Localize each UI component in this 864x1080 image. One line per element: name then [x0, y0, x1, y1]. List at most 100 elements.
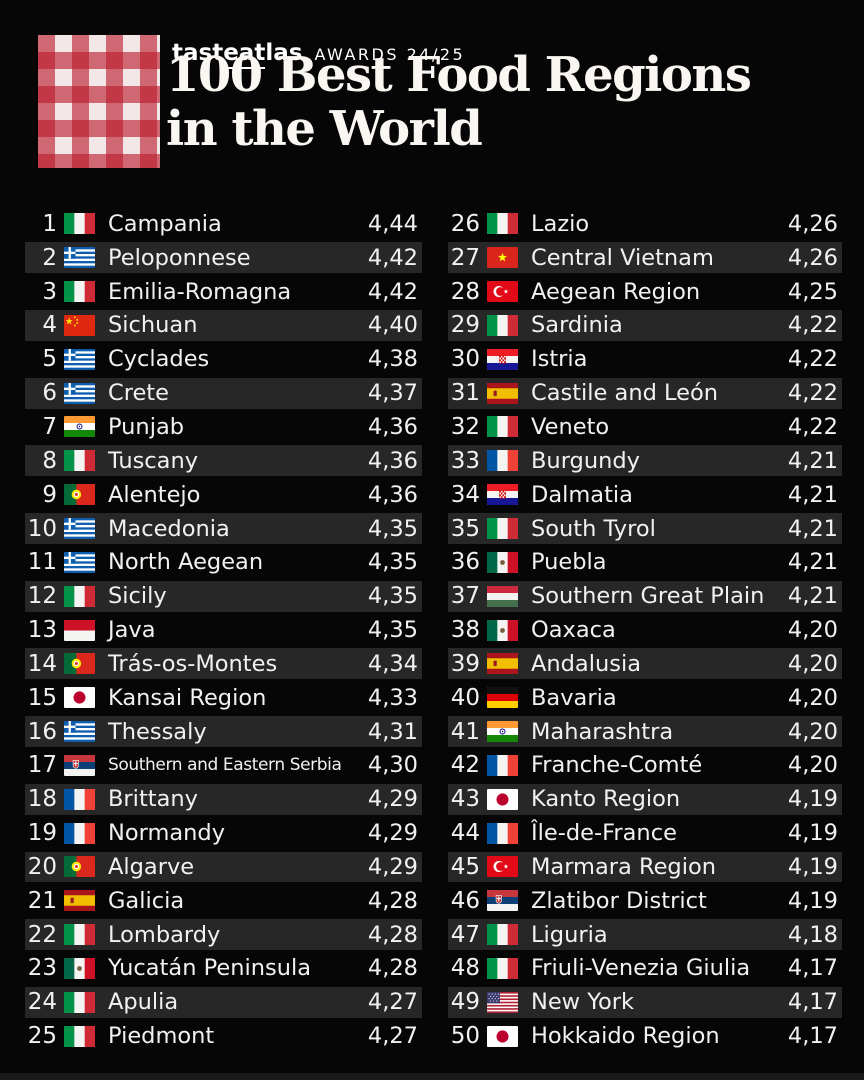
rank-number: 42 [450, 752, 480, 779]
flag-greece-icon [64, 518, 95, 540]
region-name: Kanto Region [531, 786, 681, 813]
flag-vietnam-icon [487, 247, 518, 269]
score-value: 4,22 [787, 312, 838, 339]
region-name: New York [531, 989, 635, 1016]
list-item: 9 Alentejo 4,36 [25, 478, 422, 512]
flag-greece-icon [64, 551, 95, 573]
rank-number: 11 [27, 549, 57, 576]
rank-number: 43 [450, 786, 480, 813]
list-item: 40 Bavaria 4,20 [448, 681, 842, 715]
rank-number: 45 [450, 853, 480, 880]
score-value: 4,20 [787, 718, 838, 745]
region-name: Punjab [108, 413, 185, 440]
rank-number: 15 [27, 684, 57, 711]
tasteatlas-gingham-logo [38, 35, 160, 168]
rank-number: 19 [27, 820, 57, 847]
list-item: 22 Lombardy 4,28 [25, 918, 422, 952]
score-value: 4,35 [367, 549, 418, 576]
list-item: 49 New York 4,17 [448, 985, 842, 1019]
score-value: 4,29 [367, 853, 418, 880]
rank-number: 26 [450, 210, 480, 237]
list-item: 47 Liguria 4,18 [448, 918, 842, 952]
score-value: 4,33 [367, 684, 418, 711]
region-name: North Aegean [108, 549, 264, 576]
list-item: 43 Kanto Region 4,19 [448, 782, 842, 816]
list-item: 28 Aegean Region 4,25 [448, 275, 842, 309]
flag-japan-icon [487, 1025, 518, 1047]
region-name: Lazio [531, 210, 590, 237]
score-value: 4,22 [787, 380, 838, 407]
score-value: 4,17 [787, 989, 838, 1016]
region-name: Brittany [108, 786, 198, 813]
score-value: 4,27 [367, 1023, 418, 1050]
score-value: 4,26 [787, 244, 838, 271]
list-item: 27 Central Vietnam 4,26 [448, 241, 842, 275]
score-value: 4,35 [367, 583, 418, 610]
list-item: 32 Veneto 4,22 [448, 410, 842, 444]
ranking-list: 1 Campania 4,44 2 Peloponnese 4,42 3 Emilia-Rom… [0, 207, 864, 1053]
flag-italy-icon [64, 213, 95, 235]
rank-number: 35 [450, 515, 480, 542]
region-name: Southern and Eastern Serbia [108, 755, 342, 776]
rank-number: 39 [450, 650, 480, 677]
region-name: Castile and León [531, 380, 719, 407]
region-name: Puebla [531, 549, 607, 576]
score-value: 4,21 [787, 583, 838, 610]
flag-germany-icon [487, 687, 518, 709]
flag-france-icon [487, 754, 518, 776]
score-value: 4,20 [787, 752, 838, 779]
region-name: Liguria [531, 921, 608, 948]
flag-italy-icon [64, 991, 95, 1013]
list-item: 38 Oaxaca 4,20 [448, 613, 842, 647]
rank-number: 50 [450, 1023, 480, 1050]
flag-italy-icon [64, 585, 95, 607]
score-value: 4,30 [367, 752, 418, 779]
rank-number: 13 [27, 617, 57, 644]
score-value: 4,40 [367, 312, 418, 339]
region-name: Burgundy [531, 447, 640, 474]
flag-italy-icon [487, 213, 518, 235]
list-item: 31 Castile and León 4,22 [448, 376, 842, 410]
list-item: 34 Dalmatia 4,21 [448, 478, 842, 512]
score-value: 4,36 [367, 447, 418, 474]
score-value: 4,28 [367, 887, 418, 914]
region-name: Cyclades [108, 346, 210, 373]
list-item: 29 Sardinia 4,22 [448, 309, 842, 343]
region-name: Oaxaca [531, 617, 616, 644]
region-name: Hokkaido Region [531, 1023, 720, 1050]
list-item: 45 Marmara Region 4,19 [448, 850, 842, 884]
region-name: Kansai Region [108, 684, 267, 711]
region-name: Alentejo [108, 481, 201, 508]
list-item: 30 Istria 4,22 [448, 342, 842, 376]
region-name: Bavaria [531, 684, 617, 711]
bottom-strip [0, 1073, 864, 1080]
region-name: Central Vietnam [531, 244, 714, 271]
rank-number: 31 [450, 380, 480, 407]
rank-number: 34 [450, 481, 480, 508]
rank-number: 14 [27, 650, 57, 677]
ranking-column-right: 26 Lazio 4,26 27 Central Vietnam 4,26 28 Aegean… [448, 207, 842, 1053]
flag-portugal-icon [64, 653, 95, 675]
page-title: 100 Best Food Regions in the World [166, 48, 752, 157]
region-name: Île-de-France [531, 820, 677, 847]
region-name: Tuscany [108, 447, 199, 474]
flag-italy-icon [64, 1025, 95, 1047]
rank-number: 37 [450, 583, 480, 610]
flag-greece-icon [64, 348, 95, 370]
score-value: 4,17 [787, 1023, 838, 1050]
list-item: 25 Piedmont 4,27 [25, 1019, 422, 1053]
flag-mexico-icon [64, 957, 95, 979]
flag-france-icon [64, 822, 95, 844]
region-name: Java [108, 617, 156, 644]
score-value: 4,21 [787, 447, 838, 474]
rank-number: 21 [27, 887, 57, 914]
title-line-2: in the World [166, 101, 483, 157]
score-value: 4,37 [367, 380, 418, 407]
list-item: 24 Apulia 4,27 [25, 985, 422, 1019]
score-value: 4,44 [367, 210, 418, 237]
list-item: 46 Zlatibor District 4,19 [448, 884, 842, 918]
brand-prefix: tast [172, 40, 224, 66]
list-item: 17 Southern and Eastern Serbia 4,30 [25, 749, 422, 783]
rank-number: 16 [27, 718, 57, 745]
list-item: 42 Franche-Comté 4,20 [448, 749, 842, 783]
